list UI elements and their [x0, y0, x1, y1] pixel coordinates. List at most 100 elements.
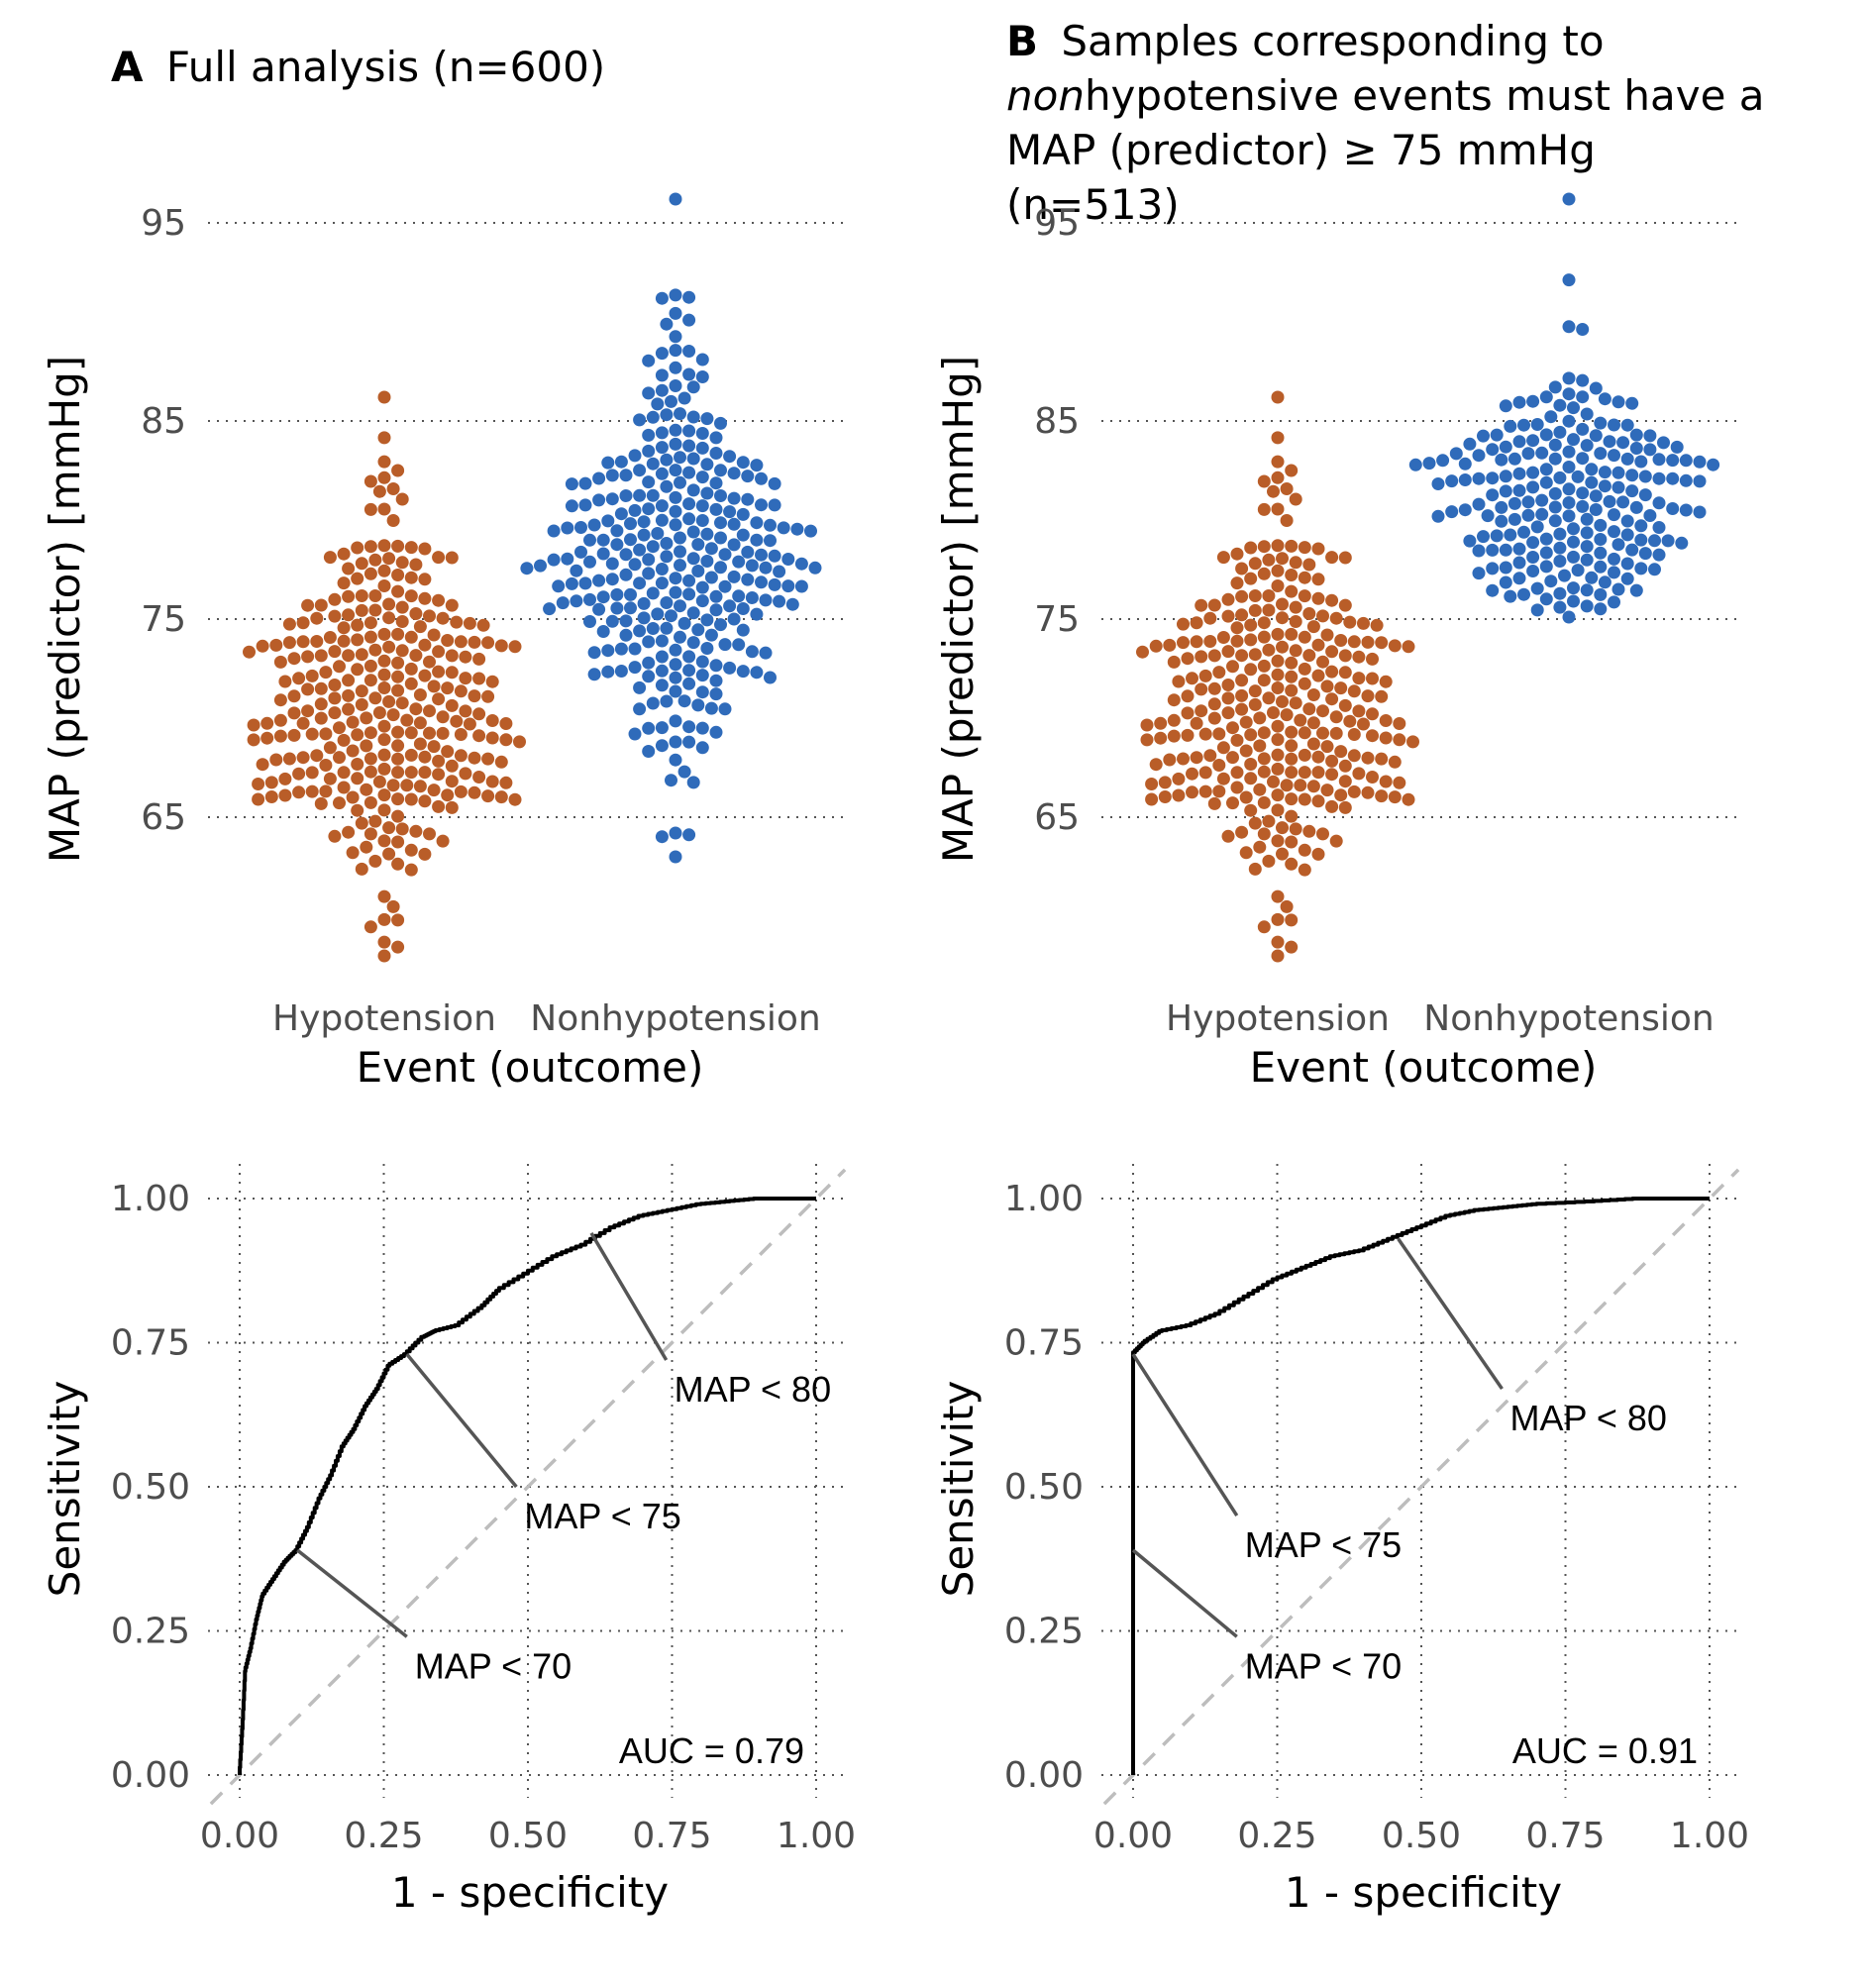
nonhypotension-point — [1562, 509, 1576, 523]
nonhypotension-point — [1562, 482, 1576, 496]
hypotension-point — [1216, 741, 1230, 755]
hypotension-point — [1271, 935, 1285, 949]
nonhypotension-point — [1608, 525, 1620, 539]
nonhypotension-point — [750, 533, 764, 547]
nonhypotension-point — [1504, 528, 1517, 542]
hypotension-point — [247, 718, 260, 732]
nonhypotension-point — [1576, 390, 1590, 404]
nonhypotension-point — [1594, 560, 1608, 574]
nonhypotension-point — [1445, 505, 1459, 519]
nonhypotension-point — [642, 553, 656, 567]
nonhypotension-point — [773, 565, 786, 578]
nonhypotension-point — [596, 625, 610, 638]
nonhypotension-point — [1657, 436, 1670, 450]
nonhypotension-point — [1539, 463, 1553, 476]
nonhypotension-point — [794, 557, 808, 571]
nonhypotension-point — [1629, 583, 1643, 597]
hypotension-point — [391, 857, 405, 871]
hypotension-point — [372, 706, 386, 719]
nonhypotension-point — [1553, 471, 1567, 484]
nonhypotension-point — [651, 397, 665, 411]
nonhypotension-point — [655, 830, 669, 844]
y-tick-0.00: 0.00 — [1004, 1755, 1084, 1796]
hypotension-point — [377, 668, 391, 681]
hypotension-point — [382, 611, 396, 625]
hypotension-point — [1325, 754, 1339, 768]
hypotension-point — [296, 635, 310, 649]
nonhypotension-point — [601, 665, 615, 679]
hypotension-point — [1289, 644, 1302, 658]
nonhypotension-point — [1526, 394, 1540, 408]
nonhypotension-point — [1620, 452, 1634, 466]
nonhypotension-point — [646, 410, 660, 424]
nonhypotension-point — [674, 475, 686, 489]
nonhypotension-point — [669, 585, 682, 599]
nonhypotension-point — [695, 514, 709, 527]
nonhypotension-point — [1512, 467, 1526, 480]
nonhypotension-point — [633, 543, 647, 557]
hypotension-point — [1361, 751, 1375, 765]
hypotension-point — [1306, 620, 1320, 634]
hypotension-point — [1280, 482, 1294, 495]
hypotension-point — [1248, 684, 1262, 698]
hypotension-point — [1257, 474, 1271, 488]
nonhypotension-point — [1539, 390, 1553, 404]
nonhypotension-point — [1486, 583, 1500, 597]
hypotension-point — [323, 631, 337, 644]
hypotension-point — [386, 482, 400, 495]
nonhypotension-point — [1548, 500, 1562, 514]
hypotension-point — [432, 768, 446, 782]
nonhypotension-point — [686, 552, 700, 566]
hypotension-point — [1361, 635, 1375, 649]
hypotension-point — [1221, 645, 1235, 659]
hypotension-point — [1167, 713, 1181, 727]
hypotension-point — [1375, 752, 1389, 766]
hypotension-point — [445, 666, 459, 680]
hypotension-point — [1316, 609, 1329, 623]
nonhypotension-point — [1643, 443, 1657, 457]
hypotension-point — [1366, 652, 1379, 666]
hypotension-point — [1320, 740, 1334, 754]
nonhypotension-point — [686, 483, 700, 497]
hypotension-point — [1226, 660, 1239, 674]
hypotension-point — [499, 776, 513, 789]
hypotension-point — [1280, 779, 1294, 792]
nonhypotension-point — [1499, 484, 1512, 498]
hypotension-point — [342, 589, 356, 603]
nonhypotension-point — [674, 630, 686, 644]
nonhypotension-point — [764, 518, 777, 532]
hypotension-point — [1285, 940, 1299, 954]
nonhypotension-point — [723, 599, 737, 613]
hypotension-point — [319, 785, 333, 798]
hypotension-point — [454, 749, 468, 763]
nonhypotension-point — [651, 527, 665, 540]
hypotension-point — [314, 711, 328, 725]
nonhypotension-point — [669, 518, 682, 532]
hypotension-point — [1235, 608, 1249, 622]
nonhypotension-point — [614, 642, 628, 656]
nonhypotension-point — [674, 451, 686, 465]
hypotension-point — [1338, 666, 1352, 680]
nonhypotension-point — [691, 698, 705, 712]
hypotension-point — [1257, 616, 1271, 630]
hypotension-point — [404, 589, 418, 603]
hypotension-point — [436, 726, 450, 740]
nonhypotension-point — [624, 533, 637, 547]
nonhypotension-point — [727, 467, 741, 480]
nonhypotension-point — [1539, 546, 1553, 560]
nonhypotension-point — [1486, 471, 1500, 485]
hypotension-point — [1298, 589, 1311, 603]
hypotension-point — [1271, 502, 1285, 516]
nonhypotension-point — [578, 576, 592, 590]
hypotension-point — [1402, 792, 1415, 806]
nonhypotension-point — [1517, 418, 1530, 432]
hypotension-point — [409, 558, 423, 572]
hypotension-point — [273, 729, 287, 743]
nonhypotension-point — [709, 476, 723, 490]
nonhypotension-point — [768, 476, 781, 490]
hypotension-point — [409, 649, 423, 663]
hypotension-point — [377, 949, 391, 963]
nonhypotension-point — [1580, 553, 1594, 567]
nonhypotension-point — [1567, 581, 1580, 595]
hypotension-point — [1226, 796, 1239, 810]
